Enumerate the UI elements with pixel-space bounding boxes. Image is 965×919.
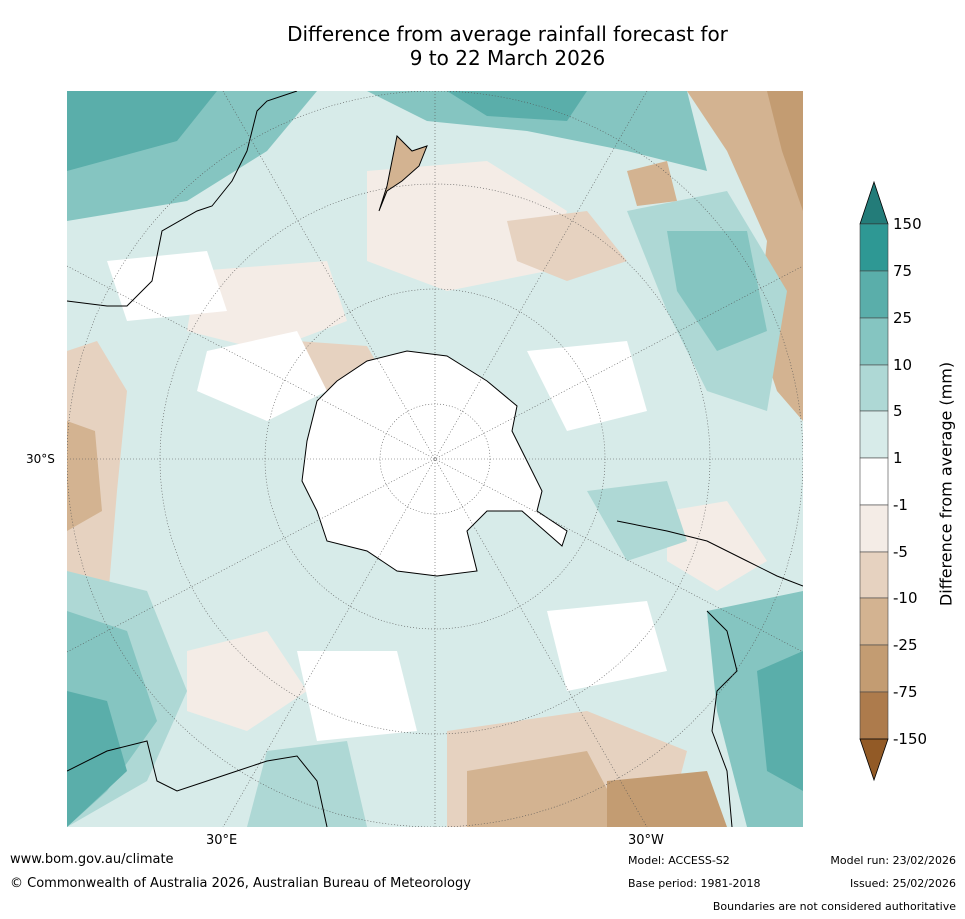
colorbar-tick: 10 <box>893 356 913 374</box>
colorbar-band <box>859 457 889 506</box>
wet-anomaly-regions <box>67 91 803 827</box>
colorbar-band <box>859 691 889 740</box>
colorbar-tick: 1 <box>893 449 903 467</box>
antarctica <box>301 350 568 577</box>
colorbar-tick: 25 <box>893 309 913 327</box>
title-line-2: 9 to 22 March 2026 <box>409 46 606 70</box>
colorbar-tick: -10 <box>893 589 918 607</box>
colorbar-band <box>859 551 889 599</box>
colorbar-band <box>859 644 889 693</box>
colorbar-band <box>859 504 889 553</box>
new-zealand <box>378 134 428 212</box>
copyright-notice: © Commonwealth of Australia 2026, Austra… <box>10 876 471 891</box>
colorbar-tick: 5 <box>893 402 903 420</box>
colorbar-bottom-extension <box>859 738 889 782</box>
colorbar-band <box>859 223 889 272</box>
longitude-label-east: 30°E <box>206 833 238 848</box>
latitude-label: 30°S <box>26 452 55 466</box>
colorbar-band <box>859 270 889 319</box>
longitude-label-west: 30°W <box>628 833 664 848</box>
africa-coast <box>67 740 328 827</box>
colorbar-tick: 75 <box>893 262 913 280</box>
colorbar-tick: -5 <box>893 543 908 561</box>
colorbar-band <box>859 364 889 412</box>
bom-link[interactable]: www.bom.gov.au/climate <box>10 852 174 867</box>
colorbar-band <box>859 410 889 459</box>
rainfall-map <box>67 91 803 827</box>
colorbar <box>859 180 889 782</box>
colorbar-tick: -1 <box>893 496 908 514</box>
south-america-coast <box>616 520 803 827</box>
model-info: Model: ACCESS-S2 <box>628 854 730 867</box>
colorbar-tick: 150 <box>893 215 922 233</box>
issued-date: Issued: 25/02/2026 <box>849 877 956 890</box>
colorbar-tick: -75 <box>893 683 918 701</box>
colorbar-band <box>859 597 889 646</box>
colorbar-top-extension <box>859 180 889 225</box>
australia-coast <box>67 91 298 307</box>
title-line-1: Difference from average rainfall forecas… <box>287 22 728 46</box>
colorbar-band <box>859 317 889 366</box>
map-title: Difference from average rainfall forecas… <box>0 22 965 70</box>
model-run-date: Model run: 23/02/2026 <box>830 854 956 867</box>
boundaries-disclaimer: Boundaries are not considered authoritat… <box>712 900 956 913</box>
graticule <box>67 91 803 827</box>
colorbar-tick: -150 <box>893 730 928 748</box>
colorbar-tick: -25 <box>893 636 918 654</box>
base-period: Base period: 1981-2018 <box>628 877 761 890</box>
colorbar-label: Difference from average (mm) <box>936 361 956 607</box>
